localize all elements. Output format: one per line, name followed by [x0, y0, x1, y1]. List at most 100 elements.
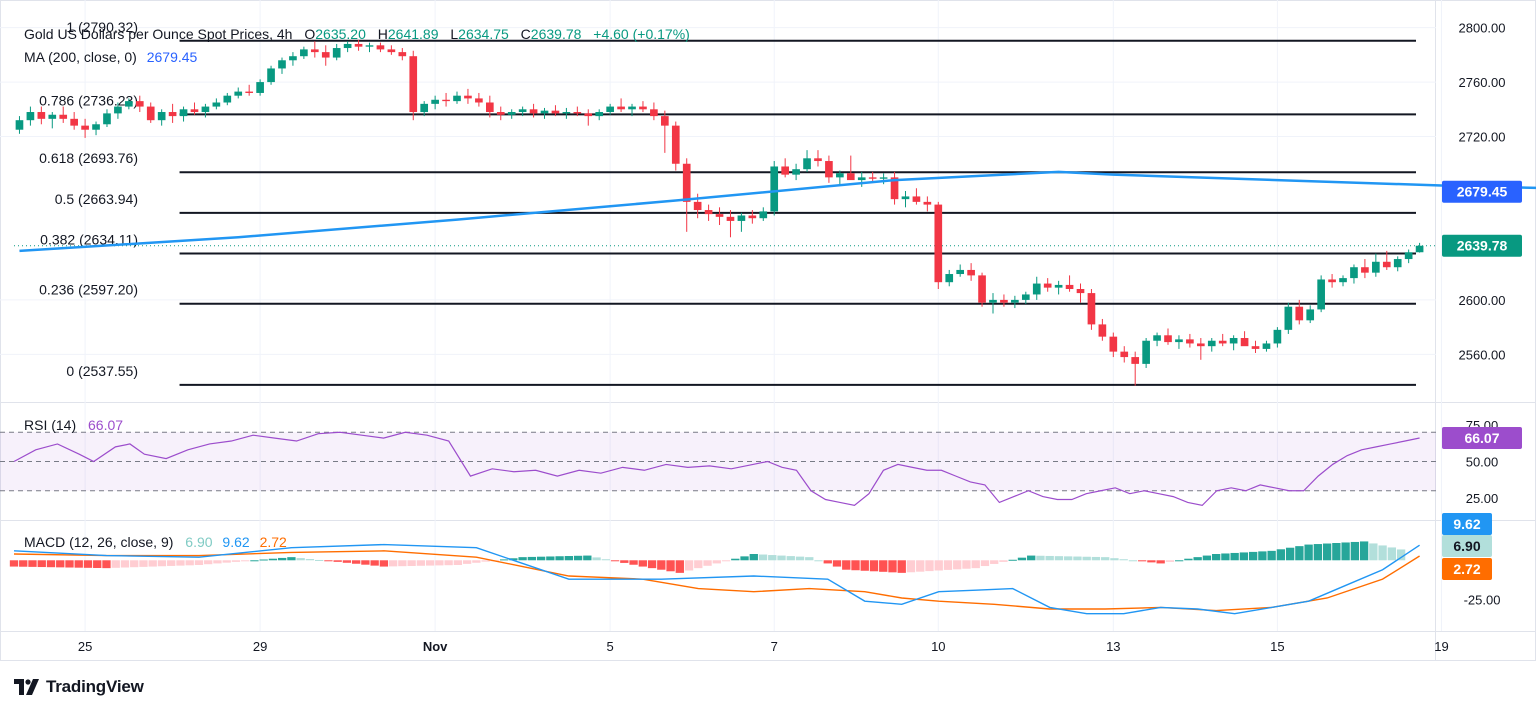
macd-histogram-bar [351, 560, 361, 564]
candle-body [1350, 267, 1358, 279]
candle [1164, 328, 1172, 345]
macd-histogram-bar [583, 555, 592, 561]
macd-histogram-bar [222, 560, 231, 563]
candle-body [1295, 306, 1304, 321]
x-tick-label: 13 [1106, 639, 1120, 654]
macd-histogram-bar [943, 560, 953, 570]
macd-line [13, 543, 1420, 615]
candle-body [989, 299, 997, 303]
candle [639, 101, 647, 113]
candle [967, 263, 975, 281]
grid-layer [0, 0, 1536, 661]
candle [1021, 291, 1030, 304]
macd-histogram-bar [962, 560, 971, 569]
macd-histogram-bar [102, 560, 111, 569]
macd-histogram-bar [259, 559, 268, 561]
candle-body [114, 106, 122, 114]
y-tick-label: 2800.00 [1459, 21, 1506, 36]
tradingview-logo-icon [14, 679, 39, 695]
macd-histogram-bar [980, 560, 990, 567]
candle [256, 79, 264, 96]
macd-histogram-bar [176, 560, 185, 566]
candle-body [912, 196, 921, 202]
macd-histogram-bar [832, 560, 842, 567]
macd-histogram-bar [120, 560, 130, 568]
macd-histogram-bar [1073, 556, 1082, 561]
candle-body [1273, 329, 1282, 344]
candle-body [1382, 261, 1391, 268]
candle-body [825, 161, 833, 178]
candle [157, 109, 166, 126]
candle [59, 106, 68, 123]
macd-histogram-bar [1027, 555, 1036, 561]
macd-histogram-bar [204, 560, 213, 565]
macd-histogram-bar [610, 560, 620, 562]
candle [650, 102, 658, 121]
ma-legend-value: 2679.45 [147, 49, 198, 65]
candle-body [125, 101, 133, 107]
candle [37, 106, 46, 125]
candle-body [453, 95, 461, 102]
macd-histogram-bar [1175, 560, 1184, 562]
candle-body [81, 125, 89, 130]
macd-histogram-bar [971, 560, 980, 569]
candle [1109, 332, 1118, 358]
candle-body [300, 49, 308, 57]
candle [212, 98, 221, 110]
candle [1273, 327, 1282, 348]
macd-histogram-bar [278, 557, 287, 561]
macd-histogram-bar [453, 560, 463, 565]
candle [825, 155, 833, 183]
candle-body [212, 102, 221, 107]
macd-histogram-bar [83, 560, 93, 568]
candle [26, 106, 35, 126]
candle [1251, 340, 1260, 353]
candle-body [1317, 279, 1325, 310]
candle [628, 103, 636, 117]
candle [715, 207, 724, 226]
tradingview-name: TradingView [46, 677, 144, 696]
candle [978, 272, 986, 307]
candle [726, 210, 735, 238]
high-label: H [378, 26, 388, 42]
candle [1054, 280, 1063, 295]
macd-histogram-bar [268, 558, 278, 561]
candle [529, 103, 538, 118]
x-tick-label: 19 [1434, 639, 1448, 654]
candle-body [409, 56, 418, 113]
candle [1076, 283, 1085, 303]
macd-histogram-bar [860, 560, 869, 571]
fib-level-label: 0 (2537.55) [66, 363, 138, 379]
macd-histogram-bar [703, 560, 712, 566]
candle-body [682, 163, 691, 202]
candle-body [431, 99, 439, 104]
candle-body [584, 113, 593, 117]
macd-histogram-bar [675, 560, 684, 573]
candle [310, 41, 319, 58]
macd-histogram-bar [250, 560, 259, 562]
change-value: +4.60 (+0.17%) [593, 26, 690, 42]
candle [770, 161, 779, 216]
tradingview-brand[interactable]: TradingView [14, 677, 144, 697]
candle [1142, 338, 1150, 368]
candle-body [551, 110, 560, 114]
candle-body [639, 106, 647, 110]
fib-level-label: 0.382 (2634.11) [40, 231, 138, 247]
macd-histogram-bar [629, 560, 638, 565]
candle-body [1164, 335, 1172, 343]
candle-body [1032, 283, 1041, 295]
candle [1218, 333, 1227, 347]
candle [1065, 275, 1074, 292]
candle [846, 155, 855, 181]
candle-body [256, 82, 264, 93]
candle-body [267, 68, 275, 83]
candle [1339, 275, 1347, 287]
candle-body [376, 45, 385, 50]
macd-histogram-bar [749, 554, 758, 561]
candle-body [157, 112, 166, 121]
y-tick-label: 2760.00 [1459, 75, 1506, 90]
fibonacci-levels: 1 (2790.32) 0.786 (2736.23) 0.618 (2693.76… [14, 19, 1436, 386]
candle [223, 92, 232, 106]
candle [1131, 351, 1140, 386]
